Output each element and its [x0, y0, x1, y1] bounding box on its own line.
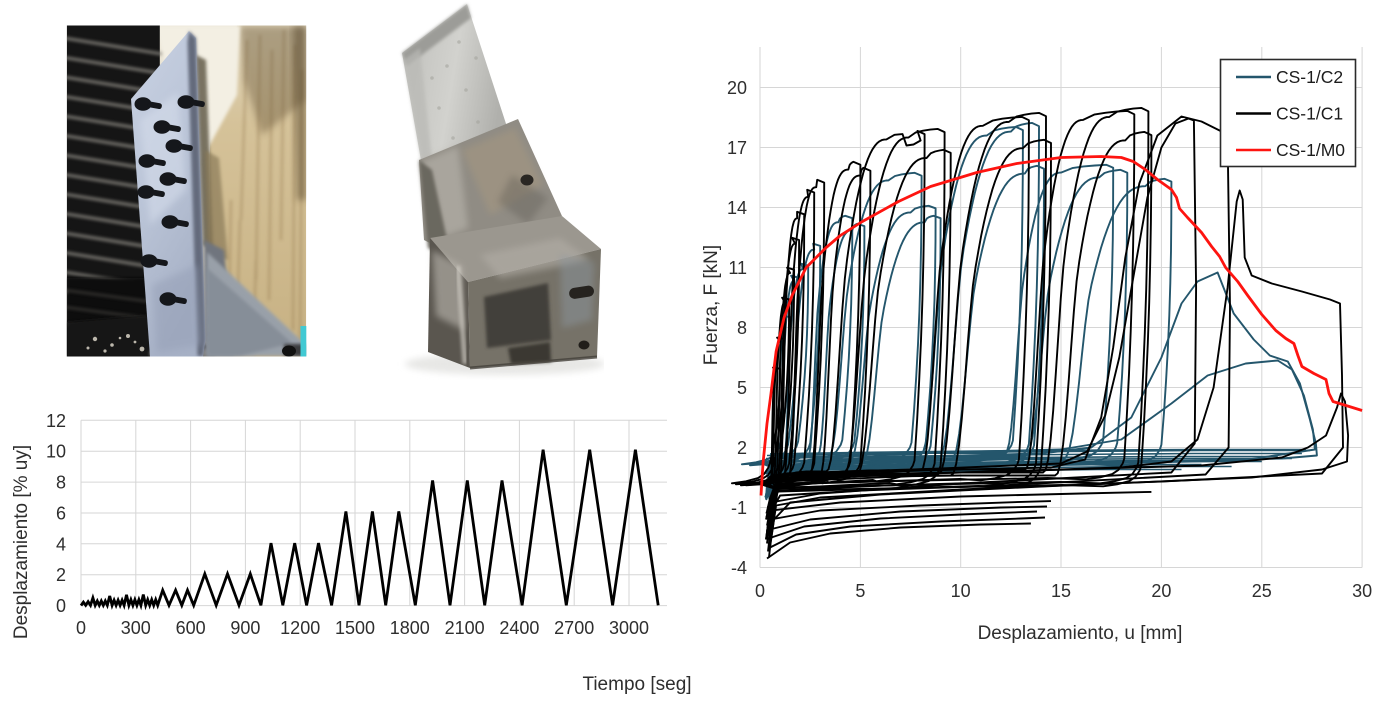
svg-text:CS-1/C1: CS-1/C1 [1276, 104, 1343, 124]
svg-text:0: 0 [76, 618, 86, 638]
svg-text:8: 8 [737, 318, 747, 338]
svg-text:8: 8 [56, 473, 66, 493]
svg-text:4: 4 [56, 534, 66, 554]
svg-text:-4: -4 [731, 558, 747, 578]
svg-text:CS-1/M0: CS-1/M0 [1276, 140, 1345, 160]
svg-text:20: 20 [1151, 581, 1171, 601]
svg-text:0: 0 [755, 581, 765, 601]
svg-text:900: 900 [230, 618, 260, 638]
svg-text:300: 300 [121, 618, 151, 638]
svg-text:6: 6 [56, 504, 66, 524]
svg-text:1500: 1500 [335, 618, 375, 638]
svg-text:Fuerza, F [kN]: Fuerza, F [kN] [701, 245, 722, 365]
svg-text:2100: 2100 [445, 618, 485, 638]
svg-text:10: 10 [46, 442, 66, 462]
svg-text:2: 2 [56, 565, 66, 585]
svg-text:1200: 1200 [280, 618, 320, 638]
svg-text:Desplazamiento [% uy]: Desplazamiento [% uy] [11, 445, 32, 639]
svg-text:-1: -1 [731, 498, 747, 518]
svg-text:15: 15 [1051, 581, 1071, 601]
svg-text:5: 5 [855, 581, 865, 601]
svg-text:Tiempo [seg]: Tiempo [seg] [582, 674, 691, 695]
svg-text:20: 20 [727, 78, 747, 98]
svg-text:0: 0 [56, 596, 66, 616]
svg-text:10: 10 [951, 581, 971, 601]
svg-text:1800: 1800 [390, 618, 430, 638]
svg-text:25: 25 [1252, 581, 1272, 601]
svg-text:14: 14 [727, 198, 747, 218]
svg-text:12: 12 [46, 411, 66, 431]
svg-text:600: 600 [176, 618, 206, 638]
svg-text:Desplazamiento, u [mm]: Desplazamiento, u [mm] [978, 623, 1183, 644]
svg-text:2: 2 [737, 438, 747, 458]
svg-text:5: 5 [737, 378, 747, 398]
svg-text:11: 11 [728, 258, 747, 278]
svg-text:2700: 2700 [554, 618, 594, 638]
svg-text:CS-1/C2: CS-1/C2 [1276, 67, 1343, 87]
svg-text:2400: 2400 [499, 618, 539, 638]
svg-text:30: 30 [1352, 581, 1372, 601]
svg-text:3000: 3000 [609, 618, 649, 638]
svg-text:17: 17 [727, 138, 747, 158]
